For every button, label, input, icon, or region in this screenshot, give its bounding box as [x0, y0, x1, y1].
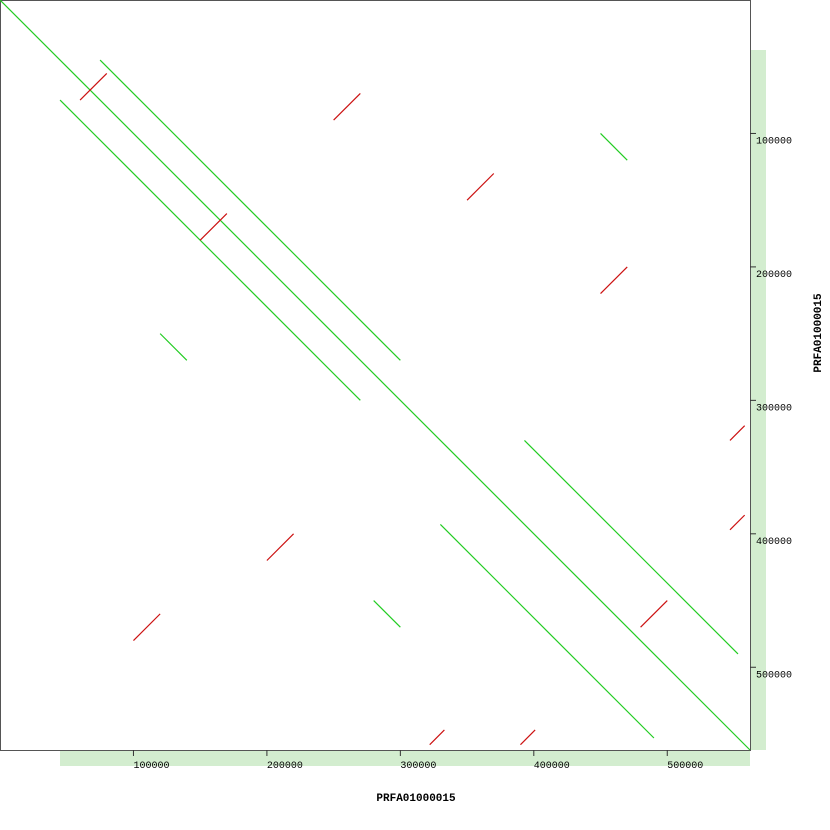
alignment-segment — [333, 92, 361, 121]
alignment-segment — [600, 133, 628, 161]
x-tick-label: 500000 — [667, 761, 703, 772]
alignment-segment — [159, 333, 188, 361]
y-tick-label: 500000 — [756, 670, 792, 681]
alignment-segment — [133, 613, 161, 641]
alignment-segment — [199, 213, 228, 241]
y-tick-label: 200000 — [756, 270, 792, 281]
plot-frame — [0, 0, 751, 751]
y-tick-label: 300000 — [756, 403, 792, 414]
alignment-segment — [266, 533, 295, 561]
alignment-segment — [99, 59, 401, 361]
x-tick-label: 300000 — [400, 761, 436, 772]
alignment-segment — [429, 729, 445, 746]
alignment-segment — [729, 514, 746, 531]
y-tick-label: 400000 — [756, 537, 792, 548]
x-tick-label: 200000 — [267, 761, 303, 772]
coverage-strip — [60, 750, 750, 766]
y-axis-label: PRFA01000015 — [813, 293, 825, 373]
coverage-strip — [750, 50, 766, 750]
alignment-segment — [640, 600, 668, 628]
x-tick-label: 400000 — [534, 761, 570, 772]
alignment-segment — [466, 173, 495, 201]
x-axis-label: PRFA01000015 — [376, 793, 456, 805]
alignment-segment — [373, 600, 401, 628]
alignment-segment — [524, 439, 739, 655]
alignment-segment — [729, 425, 746, 441]
alignment-segment — [520, 729, 536, 746]
y-tick-label: 100000 — [756, 136, 792, 147]
alignment-segment — [59, 99, 361, 401]
alignment-segment — [600, 266, 628, 295]
alignment-segment — [79, 72, 108, 101]
alignment-segment — [439, 524, 655, 739]
x-tick-label: 100000 — [133, 761, 169, 772]
alignment-segment — [0, 0, 751, 751]
